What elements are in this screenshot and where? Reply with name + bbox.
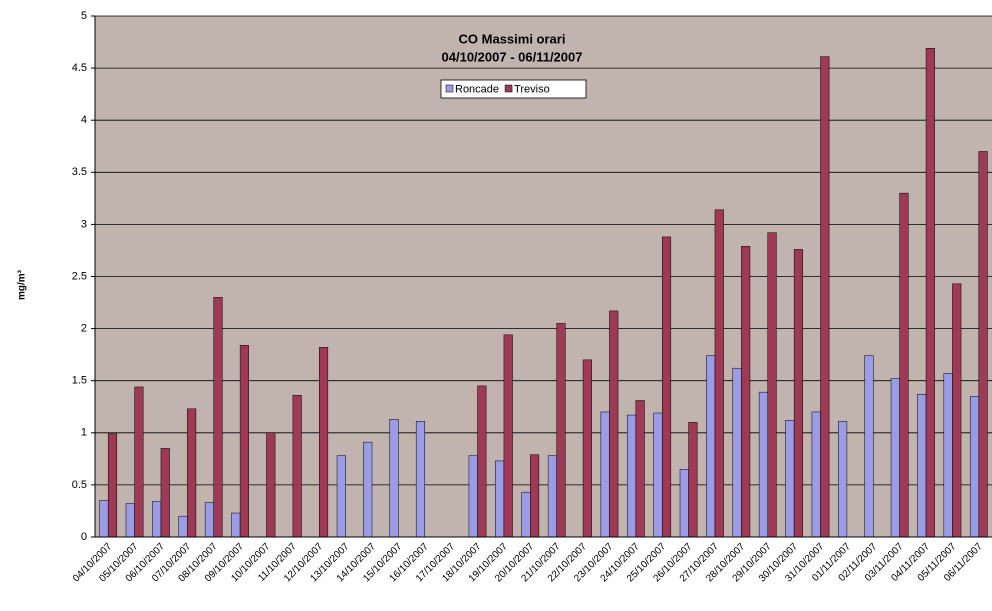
bar [706, 355, 716, 538]
bar [292, 395, 302, 538]
legend-items: Roncade Treviso [445, 83, 550, 95]
bar [785, 420, 795, 538]
bar [134, 386, 144, 538]
y-tick-label: 2.5 [72, 270, 87, 282]
legend [440, 79, 587, 99]
y-tick-label: 1.5 [72, 375, 87, 387]
bar [556, 323, 566, 538]
bar [319, 347, 329, 538]
y-tick-label: 1 [81, 427, 87, 439]
bar [688, 422, 698, 538]
bar [213, 297, 223, 538]
bar [152, 501, 162, 538]
bar [767, 232, 777, 538]
bar [864, 355, 874, 538]
bar [653, 412, 663, 538]
bar [530, 454, 540, 538]
bar [732, 367, 742, 538]
y-tick-label: 0 [81, 531, 87, 543]
bar [626, 414, 637, 538]
bar [890, 378, 900, 538]
y-axis-label: mg/m³ [17, 269, 28, 300]
bar [917, 393, 927, 538]
bar [925, 48, 935, 538]
bar [125, 503, 135, 538]
bar [178, 515, 188, 538]
bar [838, 421, 848, 538]
bar [758, 391, 769, 538]
bar [811, 411, 821, 538]
bar [661, 236, 672, 538]
bar [187, 408, 197, 538]
bar [952, 283, 962, 538]
chart-title: CO Massimi orari [459, 31, 566, 46]
y-tick-label: 4 [81, 114, 87, 126]
bar [741, 246, 751, 538]
chart-subtitle: 04/10/2007 - 06/11/2007 [442, 49, 583, 64]
y-tick-label: 5 [81, 10, 87, 22]
y-tick-label: 2 [81, 323, 87, 335]
bar [582, 359, 592, 538]
bar [820, 56, 830, 538]
legend-swatch [445, 84, 454, 93]
legend-swatch [504, 84, 513, 93]
bar [363, 441, 373, 538]
bar [521, 491, 531, 538]
bar [547, 455, 557, 538]
bar [239, 345, 249, 538]
bar [389, 419, 399, 538]
bars [99, 48, 988, 538]
bar [336, 455, 346, 538]
bar [635, 400, 645, 538]
y-tick-label: 0.5 [72, 479, 87, 491]
bar [899, 192, 909, 538]
bar [204, 502, 214, 538]
y-tick-label: 3 [81, 218, 87, 230]
bar [266, 432, 276, 538]
bar [714, 209, 724, 538]
legend-label: Treviso [514, 83, 550, 95]
bar [415, 421, 426, 538]
bar [943, 373, 953, 538]
bar [107, 433, 118, 538]
bar [609, 310, 619, 538]
bar [99, 500, 109, 538]
bar [160, 448, 170, 538]
bar [503, 334, 513, 538]
bar [679, 469, 689, 538]
y-tick-label: 3.5 [72, 166, 87, 178]
bar [468, 455, 478, 538]
bar [495, 460, 505, 538]
legend-label: Roncade [455, 83, 499, 95]
bar [600, 411, 610, 538]
bar [793, 249, 803, 538]
bar [231, 512, 241, 538]
y-tick-label: 4.5 [72, 62, 87, 74]
bar [978, 151, 988, 538]
bar [477, 385, 487, 538]
bar [969, 396, 980, 538]
